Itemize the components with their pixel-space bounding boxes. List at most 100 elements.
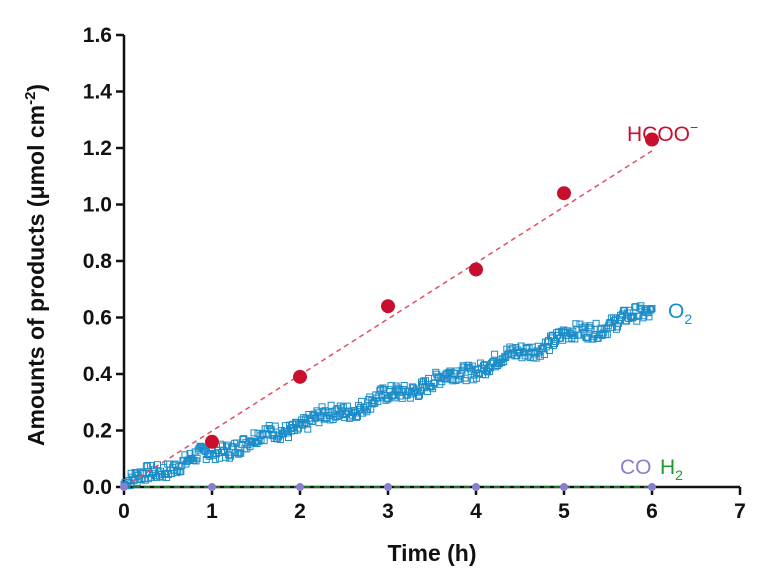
co-point (472, 483, 480, 491)
o2-point (235, 450, 243, 458)
co-point (296, 483, 304, 491)
o2-point (226, 454, 234, 462)
o2-point (333, 412, 341, 420)
o2-point (260, 437, 268, 445)
x-tick-label: 1 (206, 500, 218, 523)
o2-point (457, 370, 465, 378)
hcoo-point (381, 299, 395, 314)
o2-point (636, 304, 644, 312)
x-tick-label: 6 (646, 500, 658, 523)
labels: 0 1 2 3 4 5 6 7 0.0 0.2 0.4 0.6 0.8 1.0 1.2 1.4 1.6 Time … (22, 24, 746, 566)
o2-point (271, 422, 279, 430)
o2-point (193, 454, 201, 462)
x-tick-label: 7 (734, 500, 746, 523)
o2-point (301, 418, 309, 426)
o2-point (648, 305, 656, 313)
hcoo-point (645, 132, 659, 147)
o2-point (569, 327, 577, 335)
co-point (208, 483, 216, 491)
y-tick-label: 0.4 (83, 363, 113, 386)
y-axis-title: Amounts of products (μmol cm-2) (22, 84, 49, 446)
o2-point (536, 352, 544, 360)
hcoo-point (293, 369, 307, 384)
marks (120, 132, 659, 491)
o2-point (178, 461, 186, 469)
o2-point (414, 393, 422, 401)
y-tick-label: 1.6 (83, 24, 112, 47)
o2-point (294, 426, 302, 434)
o2-point (613, 323, 621, 331)
o2-point (278, 429, 286, 437)
y-tick-label: 1.4 (83, 81, 113, 104)
axes (116, 33, 742, 495)
o2-point (551, 340, 559, 348)
series-label-co: CO (620, 456, 652, 479)
o2-point (358, 397, 366, 405)
hcoo-point (205, 434, 219, 449)
o2-point (425, 374, 433, 382)
y-tick-label: 0.2 (83, 420, 112, 443)
o2-point (391, 394, 399, 402)
x-tick-label: 4 (470, 500, 482, 523)
o2-point (240, 435, 248, 443)
o2-point (331, 413, 339, 421)
series-label-o2: O2 (668, 300, 692, 327)
hcoo-point (557, 186, 571, 201)
hcoo-point (469, 262, 483, 277)
o2-point (387, 382, 395, 390)
o2-point (550, 341, 558, 349)
co-point (648, 483, 656, 491)
o2-point (233, 439, 241, 447)
o2-point (142, 462, 150, 470)
o2-point (491, 350, 499, 358)
o2-point (587, 325, 595, 333)
x-tick-label: 5 (558, 500, 570, 523)
hcoo-fit-line (123, 150, 653, 488)
x-tick-label: 3 (382, 500, 394, 523)
o2-point (608, 323, 616, 331)
x-axis-title: Time (h) (387, 540, 476, 566)
o2-point (140, 474, 148, 482)
o2-point (415, 391, 423, 399)
o2-point (211, 455, 219, 463)
o2-point (304, 425, 312, 433)
o2-point (367, 405, 375, 413)
y-tick-label: 0.8 (83, 250, 113, 273)
o2-point (500, 358, 508, 366)
o2-point (462, 377, 470, 385)
o2-point (353, 413, 361, 421)
o2-point (540, 351, 548, 359)
o2-point (319, 408, 327, 416)
o2-point (374, 398, 382, 406)
co-point (560, 483, 568, 491)
o2-point (406, 394, 414, 402)
o2-point (255, 437, 263, 445)
o2-point (327, 401, 335, 409)
o2-point (645, 313, 653, 321)
y-tick-label: 1.0 (83, 194, 112, 217)
series-label-h2: H2 (660, 456, 683, 483)
o2-point (315, 419, 323, 427)
o2-point (545, 346, 553, 354)
x-tick-label: 2 (294, 500, 306, 523)
y-tick-label: 0.0 (83, 476, 112, 499)
o2-point (382, 396, 390, 404)
co-point (120, 483, 128, 491)
co-point (384, 483, 392, 491)
o2-point (385, 386, 393, 394)
series-label-hcoo: HCOO− (627, 119, 698, 146)
o2-point (592, 319, 600, 327)
y-tick-label: 1.2 (83, 137, 112, 160)
o2-point (585, 324, 593, 332)
o2-point (635, 312, 643, 320)
o2-point (237, 449, 245, 457)
o2-point (572, 320, 580, 328)
o2-point (603, 331, 611, 339)
o2-point (284, 433, 292, 441)
o2-point (647, 306, 655, 314)
y-tick-label: 0.6 (83, 307, 112, 330)
x-tick-label: 0 (118, 500, 130, 523)
o2-point (343, 402, 351, 410)
o2-point (486, 368, 494, 376)
